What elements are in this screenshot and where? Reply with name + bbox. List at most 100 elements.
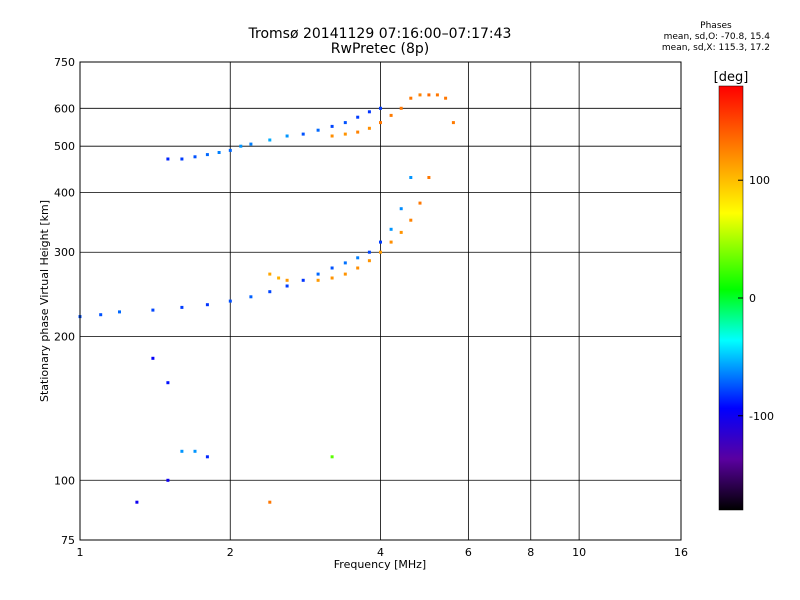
x-tick-label: 1 — [77, 546, 84, 559]
data-point — [285, 284, 289, 288]
y-tick-label: 500 — [54, 140, 75, 153]
data-point — [399, 207, 403, 211]
data-point — [180, 157, 184, 161]
data-point — [389, 240, 393, 244]
data-point — [205, 455, 209, 459]
x-tick-label: 16 — [674, 546, 688, 559]
data-point — [343, 272, 347, 276]
data-point — [268, 272, 272, 276]
data-point — [316, 128, 320, 132]
data-point — [180, 449, 184, 453]
data-point — [418, 201, 422, 205]
data-point — [285, 278, 289, 282]
y-tick-label: 400 — [54, 186, 75, 199]
data-point — [367, 110, 371, 114]
data-point — [409, 176, 413, 179]
y-tick-label: 600 — [54, 102, 75, 115]
data-point — [166, 381, 170, 385]
colorbar-tick-label: -100 — [749, 410, 774, 423]
data-point — [268, 500, 272, 504]
tick-labels: 1 2 4 6 8 10 16 75 100 200 300 400 500 600 750 — [54, 56, 688, 559]
y-tick-label: 750 — [54, 56, 75, 69]
data-point — [228, 299, 232, 303]
data-point — [356, 115, 360, 119]
data-point — [151, 356, 155, 360]
data-point — [367, 250, 371, 254]
phase-info-o: mean, sd,O: -70.8, 15.4 — [663, 32, 770, 42]
data-point — [180, 305, 184, 309]
data-point — [268, 290, 272, 294]
data-point — [301, 278, 305, 282]
data-point — [193, 155, 197, 159]
chart-subtitle: RwPretec (8p) — [330, 41, 430, 57]
data-point — [399, 230, 403, 234]
data-point — [205, 153, 209, 157]
phase-info: Phases mean, sd,O: -70.8, 15.4 mean, sd,… — [662, 21, 770, 54]
data-point — [205, 303, 209, 307]
data-point — [343, 261, 347, 265]
data-point — [166, 157, 170, 161]
x-tick-label: 6 — [465, 546, 472, 559]
y-tick-label: 100 — [54, 474, 75, 487]
y-tick-label: 300 — [54, 246, 75, 259]
data-point — [217, 151, 221, 154]
data-point — [389, 113, 393, 117]
data-point — [367, 259, 371, 263]
colorbar-label: [deg] — [714, 70, 749, 85]
data-point — [330, 124, 334, 128]
data-point — [379, 240, 382, 244]
data-point — [330, 455, 334, 459]
data-point — [193, 449, 197, 453]
data-point — [399, 106, 403, 110]
phase-info-x: mean, sd,X: 115.3, 17.2 — [661, 43, 770, 53]
data-point — [330, 266, 334, 270]
data-point — [330, 276, 334, 280]
data-point — [99, 313, 103, 317]
phase-info-title: Phases — [700, 21, 732, 31]
data-point — [151, 308, 155, 312]
y-axis-label: Stationary phase Virtual Height [km] — [38, 200, 51, 402]
data-point — [118, 310, 121, 314]
colorbar-ticks: 100 0 -100 — [738, 174, 774, 423]
data-point — [367, 126, 371, 130]
data-point — [379, 106, 382, 110]
x-tick-label: 2 — [227, 546, 234, 559]
x-tick-label: 4 — [377, 546, 384, 559]
data-point — [135, 500, 139, 504]
y-tick-label: 75 — [61, 534, 75, 547]
data-point — [268, 138, 272, 142]
data-point — [418, 93, 422, 97]
colorbar-tick-label: 100 — [749, 174, 770, 187]
data-point — [249, 142, 253, 146]
x-tick-label: 8 — [527, 546, 534, 559]
data-point — [427, 176, 431, 179]
data-point — [249, 295, 253, 299]
data-point — [285, 134, 289, 138]
data-point — [301, 132, 305, 136]
x-tick-label: 10 — [572, 546, 586, 559]
data-point — [427, 93, 431, 97]
data-point — [343, 132, 347, 136]
data-point — [451, 121, 455, 125]
data-point — [166, 478, 170, 482]
data-point — [389, 227, 393, 231]
data-point — [343, 121, 347, 125]
data-point — [379, 250, 382, 254]
y-tick-label: 200 — [54, 330, 75, 343]
data-point — [356, 256, 360, 260]
data-point — [228, 148, 232, 152]
data-point — [330, 134, 334, 138]
chart-title: Tromsø 20141129 07:16:00–07:17:43 — [248, 26, 512, 42]
data-point — [277, 276, 281, 280]
grid-lines — [79, 61, 682, 541]
data-point — [316, 272, 320, 276]
data-points — [78, 93, 455, 504]
data-point — [356, 130, 360, 134]
colorbar-tick-label: 0 — [749, 292, 756, 305]
data-point — [444, 96, 448, 100]
data-point — [409, 96, 413, 100]
plot-frame — [79, 61, 682, 541]
data-point — [356, 266, 360, 270]
data-point — [409, 218, 413, 222]
data-point — [239, 144, 243, 148]
